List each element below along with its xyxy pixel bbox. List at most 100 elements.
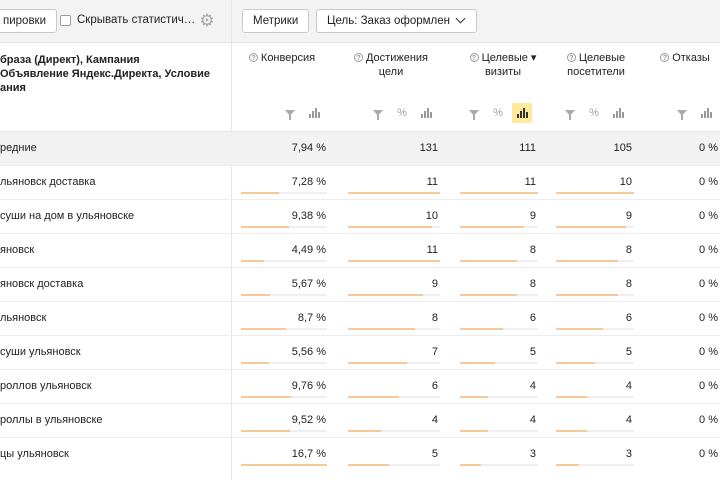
- col-header-target-visits[interactable]: ? Целевые ▾ визиты: [462, 51, 544, 79]
- row-name[interactable]: редние: [0, 142, 37, 154]
- value-bar-fill: [348, 192, 440, 194]
- chevron-down-icon: [455, 13, 466, 24]
- row-name[interactable]: суши ульяновск: [0, 346, 81, 358]
- cell-visitors: 3: [625, 448, 632, 460]
- table-row[interactable]: льяновск доставка 7,28 % 11 11 10 0 %: [0, 165, 720, 200]
- col-header-bounce[interactable]: ? Отказы: [655, 51, 715, 65]
- cell-goals: 131: [419, 142, 438, 154]
- value-bar-fill: [556, 294, 618, 296]
- cell-bounce: 0 %: [699, 278, 718, 290]
- chart-icon[interactable]: [304, 103, 324, 123]
- col-header-goal-reaches[interactable]: ? Достижения цели: [350, 51, 432, 79]
- cell-goals: 11: [426, 176, 438, 188]
- help-icon[interactable]: ?: [469, 53, 479, 62]
- row-name[interactable]: суши на дом в ульяновске: [0, 210, 135, 222]
- cell-visits: 9: [529, 210, 536, 222]
- average-row[interactable]: редние 7,94 % 131 111 105 0 %: [0, 131, 720, 166]
- cell-visitors: 6: [625, 312, 632, 324]
- value-bar: [241, 430, 327, 432]
- filter-icon[interactable]: [464, 103, 484, 123]
- cell-visitors: 5: [625, 346, 632, 358]
- help-icon[interactable]: ?: [248, 53, 258, 62]
- filter-icon[interactable]: [560, 103, 580, 123]
- value-bar-fill: [348, 328, 415, 330]
- hide-stats-label: Скрывать статистич…: [77, 14, 196, 26]
- table-row[interactable]: яновск 4,49 % 11 8 8 0 %: [0, 233, 720, 268]
- table-row[interactable]: суши на дом в ульяновске 9,38 % 10 9 9 0 %: [0, 199, 720, 234]
- row-name[interactable]: роллы в ульяновске: [0, 414, 103, 426]
- percent-icon[interactable]: %: [397, 107, 407, 119]
- value-bar-fill: [556, 192, 634, 194]
- value-bar: [348, 430, 440, 432]
- row-name[interactable]: цы ульяновск: [0, 448, 69, 460]
- value-bar-fill: [460, 192, 538, 194]
- value-bar-fill: [460, 396, 488, 398]
- cell-bounce: 0 %: [699, 142, 718, 154]
- table-row[interactable]: суши ульяновск 5,56 % 7 5 5 0 %: [0, 335, 720, 370]
- row-name[interactable]: яновск доставка: [0, 278, 84, 290]
- value-bar: [241, 260, 327, 262]
- help-icon[interactable]: ?: [566, 53, 576, 62]
- value-bar-fill: [241, 226, 289, 228]
- row-name[interactable]: роллов ульяновск: [0, 380, 92, 392]
- table-row[interactable]: роллов ульяновск 9,76 % 6 4 4 0 %: [0, 369, 720, 404]
- cell-bounce: 0 %: [699, 244, 718, 256]
- goal-reaches-tools: %: [364, 103, 436, 123]
- percent-icon[interactable]: %: [589, 107, 599, 119]
- cell-bounce: 0 %: [699, 380, 718, 392]
- table-row[interactable]: льяновск 8,7 % 8 6 6 0 %: [0, 301, 720, 336]
- value-bar: [460, 294, 538, 296]
- col-header-conversion[interactable]: ? Конверсия: [244, 51, 320, 65]
- goal-select[interactable]: Цель: Заказ оформлен: [316, 9, 477, 33]
- row-name[interactable]: льяновск доставка: [0, 176, 96, 188]
- cell-conv: 5,56 %: [291, 346, 326, 358]
- cell-goals: 8: [431, 312, 438, 324]
- row-name[interactable]: яновск: [0, 244, 35, 256]
- value-bar: [556, 328, 634, 330]
- value-bar-fill: [241, 396, 291, 398]
- value-bar-fill: [348, 396, 399, 398]
- cell-visitors: 8: [625, 244, 632, 256]
- chart-icon[interactable]: [416, 103, 436, 123]
- value-bar-fill: [460, 294, 517, 296]
- value-bar-fill: [241, 192, 279, 194]
- value-bar-fill: [460, 362, 495, 364]
- table-row[interactable]: яновск доставка 5,67 % 9 8 8 0 %: [0, 267, 720, 302]
- value-bar-fill: [460, 226, 524, 228]
- value-bar: [460, 328, 538, 330]
- column-divider: [231, 0, 232, 480]
- value-bar: [241, 362, 327, 364]
- hide-stats-checkbox[interactable]: [60, 14, 71, 26]
- table-row[interactable]: роллы в ульяновске 9,52 % 4 4 4 0 %: [0, 403, 720, 438]
- chart-icon[interactable]: [512, 103, 532, 123]
- col-header-target-visitors[interactable]: ? Целевые посетители: [558, 51, 634, 79]
- cell-conv: 8,7 %: [297, 312, 326, 324]
- filter-icon[interactable]: [368, 103, 388, 123]
- col-header-label: Целевые ▾: [481, 52, 537, 64]
- value-bar: [556, 396, 634, 398]
- dimension-title-line: Объявление Яндекс.Директа, Условие: [0, 68, 211, 80]
- col-header-label: цели: [378, 66, 404, 78]
- percent-icon[interactable]: %: [493, 107, 503, 119]
- chart-icon[interactable]: [608, 103, 628, 123]
- filter-icon[interactable]: [280, 103, 300, 123]
- target-visitors-tools: %: [556, 103, 628, 123]
- dimension-title[interactable]: браза (Директ), Кампания Объявление Янде…: [0, 53, 222, 95]
- value-bar: [348, 226, 440, 228]
- value-bar: [241, 328, 327, 330]
- help-icon[interactable]: ?: [353, 53, 363, 62]
- chart-icon[interactable]: [696, 103, 716, 123]
- table-row[interactable]: цы ульяновск 16,7 % 5 3 3 0 %: [0, 437, 720, 472]
- gear-icon[interactable]: ⚙: [199, 11, 215, 30]
- filter-icon[interactable]: [672, 103, 692, 123]
- value-bar: [460, 396, 538, 398]
- help-icon[interactable]: ?: [660, 53, 670, 62]
- groupings-button[interactable]: пировки: [0, 9, 58, 33]
- cell-visits: 3: [529, 448, 536, 460]
- value-bar: [348, 464, 440, 466]
- value-bar-fill: [556, 362, 595, 364]
- row-name[interactable]: льяновск: [0, 312, 47, 324]
- hide-stats-toggle[interactable]: Скрывать статистич…: [60, 14, 195, 26]
- metrics-button[interactable]: Метрики: [242, 9, 310, 33]
- cell-visitors: 10: [619, 176, 632, 188]
